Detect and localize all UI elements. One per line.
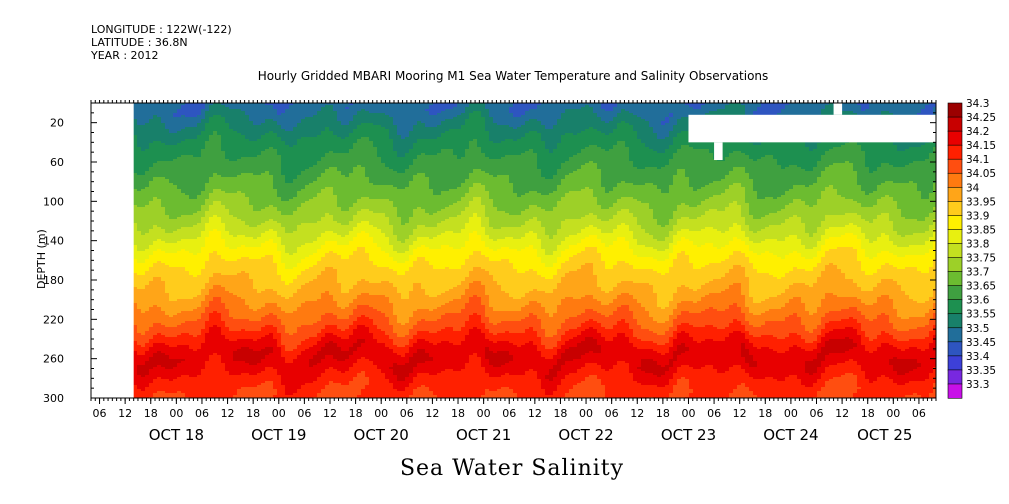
- salinity-field: [133, 103, 938, 400]
- chart-title: Hourly Gridded MBARI Mooring M1 Sea Wate…: [258, 69, 769, 83]
- plot-area: [91, 103, 938, 400]
